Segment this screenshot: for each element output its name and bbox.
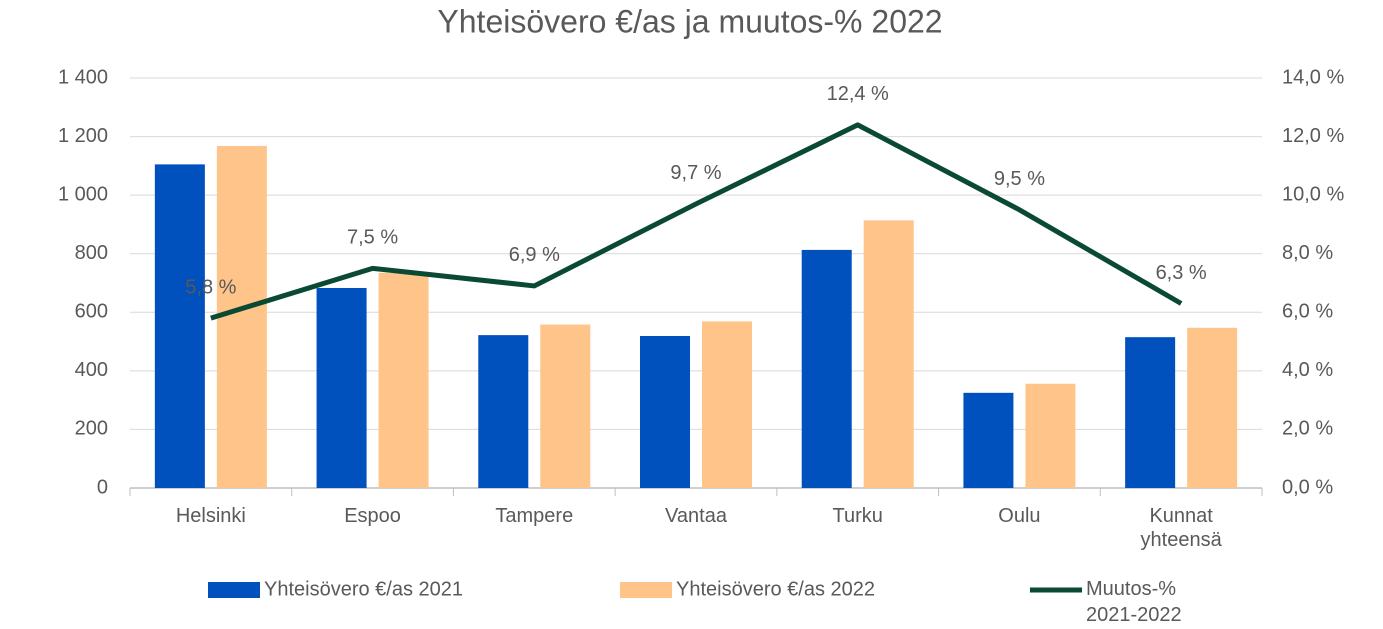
bar: [702, 321, 752, 488]
x-tick-label: Turku: [833, 505, 883, 527]
bar: [1187, 327, 1238, 488]
legend-swatch: [208, 582, 260, 598]
bar: [640, 336, 690, 488]
y-tick-label: 0: [97, 476, 108, 498]
bar: [540, 324, 591, 488]
data-label: 6,3 %: [1156, 262, 1207, 284]
y-tick-label: 400: [75, 359, 108, 381]
legend-label: Yhteisövero €/as 2021: [264, 578, 463, 600]
data-label: 5,8 %: [185, 276, 236, 298]
bar: [801, 249, 852, 488]
y-tick-label: 200: [75, 418, 108, 440]
bar: [863, 220, 914, 489]
y-tick-label: 600: [75, 301, 108, 323]
y-tick-label: 800: [75, 242, 108, 264]
bar: [378, 272, 429, 488]
data-label: 12,4 %: [827, 83, 889, 105]
data-label: 9,7 %: [670, 162, 721, 184]
bar: [478, 335, 529, 488]
legend-label: Muutos-% 2021-2022: [1086, 578, 1182, 626]
bar: [963, 392, 1014, 488]
legend-label: Yhteisövero €/as 2022: [676, 578, 875, 600]
y-tick-label: 1 200: [58, 125, 108, 147]
y-tick-label: 1 000: [58, 183, 108, 205]
x-tick-label: Vantaa: [665, 505, 728, 527]
x-tick-label: Espoo: [344, 505, 401, 527]
y2-tick-label: 14,0 %: [1282, 66, 1344, 88]
y2-tick-label: 8,0 %: [1282, 242, 1333, 264]
data-label: 6,9 %: [509, 244, 560, 266]
y2-tick-label: 6,0 %: [1282, 301, 1333, 323]
bar: [1125, 337, 1176, 488]
y2-tick-label: 0,0 %: [1282, 476, 1333, 498]
y2-tick-label: 4,0 %: [1282, 359, 1333, 381]
bar: [154, 164, 205, 488]
x-tick-label: Tampere: [495, 505, 573, 527]
chart-title: Yhteisövero €/as ja muutos-% 2022: [437, 3, 942, 39]
x-tick-label: Oulu: [998, 505, 1040, 527]
bar: [1025, 383, 1076, 488]
line: [210, 122, 1183, 321]
y2-tick-label: 12,0 %: [1282, 125, 1344, 147]
x-tick-label: Helsinki: [176, 505, 246, 527]
x-tick-label: Kunnat yhteensä: [1141, 505, 1223, 551]
bar: [216, 145, 267, 488]
data-label: 7,5 %: [347, 227, 398, 249]
bar: [316, 287, 367, 488]
data-label: 9,5 %: [994, 168, 1045, 190]
legend-swatch: [620, 582, 672, 598]
y2-tick-label: 2,0 %: [1282, 418, 1333, 440]
y-tick-label: 1 400: [58, 66, 108, 88]
y2-tick-label: 10,0 %: [1282, 183, 1344, 205]
